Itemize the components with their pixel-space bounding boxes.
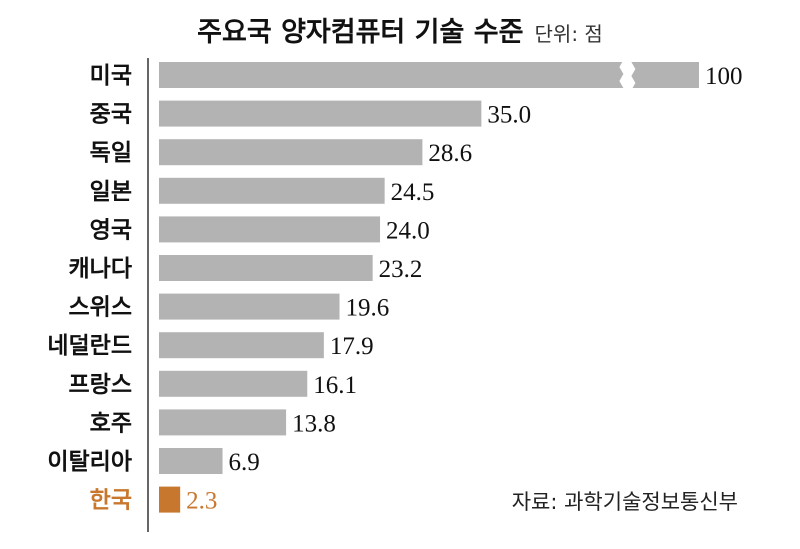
category-label: 미국 [90, 63, 132, 89]
value-label: 24.5 [391, 179, 435, 206]
category-label: 스위스 [69, 295, 132, 321]
category-label: 일본 [90, 179, 132, 205]
bar [159, 100, 482, 127]
bar [159, 486, 181, 513]
bar [159, 139, 423, 166]
value-label: 24.0 [386, 217, 430, 244]
value-label: 13.8 [292, 410, 336, 437]
source-note: 자료: 과학기술정보통신부 [511, 490, 738, 514]
category-label: 캐나다 [69, 256, 132, 282]
value-label: 19.6 [346, 295, 390, 322]
bar [159, 62, 699, 88]
axis-break-mark [619, 55, 636, 95]
category-label: 이탈리아 [47, 449, 132, 475]
value-label: 28.6 [428, 140, 472, 167]
value-label: 2.3 [186, 488, 217, 515]
value-label: 16.1 [313, 372, 357, 399]
bar [159, 255, 373, 281]
category-label: 네덜란드 [47, 333, 132, 359]
bar [159, 216, 381, 243]
chart-title-block: 주요국 양자컴퓨터 기술 수준 단위: 점 [0, 10, 800, 49]
value-label: 23.2 [379, 256, 423, 283]
bar [159, 177, 385, 204]
category-label: 중국 [90, 102, 132, 128]
category-label: 독일 [90, 140, 132, 166]
bar [159, 370, 308, 397]
value-label: 17.9 [330, 333, 374, 360]
chart-title: 주요국 양자컴퓨터 기술 수준 [197, 17, 524, 48]
value-label: 100 [705, 63, 743, 90]
category-label: 프랑스 [69, 372, 132, 398]
bar [159, 409, 287, 436]
category-label: 한국 [90, 488, 132, 514]
value-label: 35.0 [487, 102, 531, 129]
bar [159, 293, 340, 320]
unit-label: 단위: 점 [534, 22, 603, 46]
value-label: 6.9 [229, 449, 260, 476]
category-label: 영국 [90, 217, 132, 243]
category-label: 호주 [90, 410, 132, 436]
bar [159, 448, 223, 474]
bar [159, 332, 324, 359]
